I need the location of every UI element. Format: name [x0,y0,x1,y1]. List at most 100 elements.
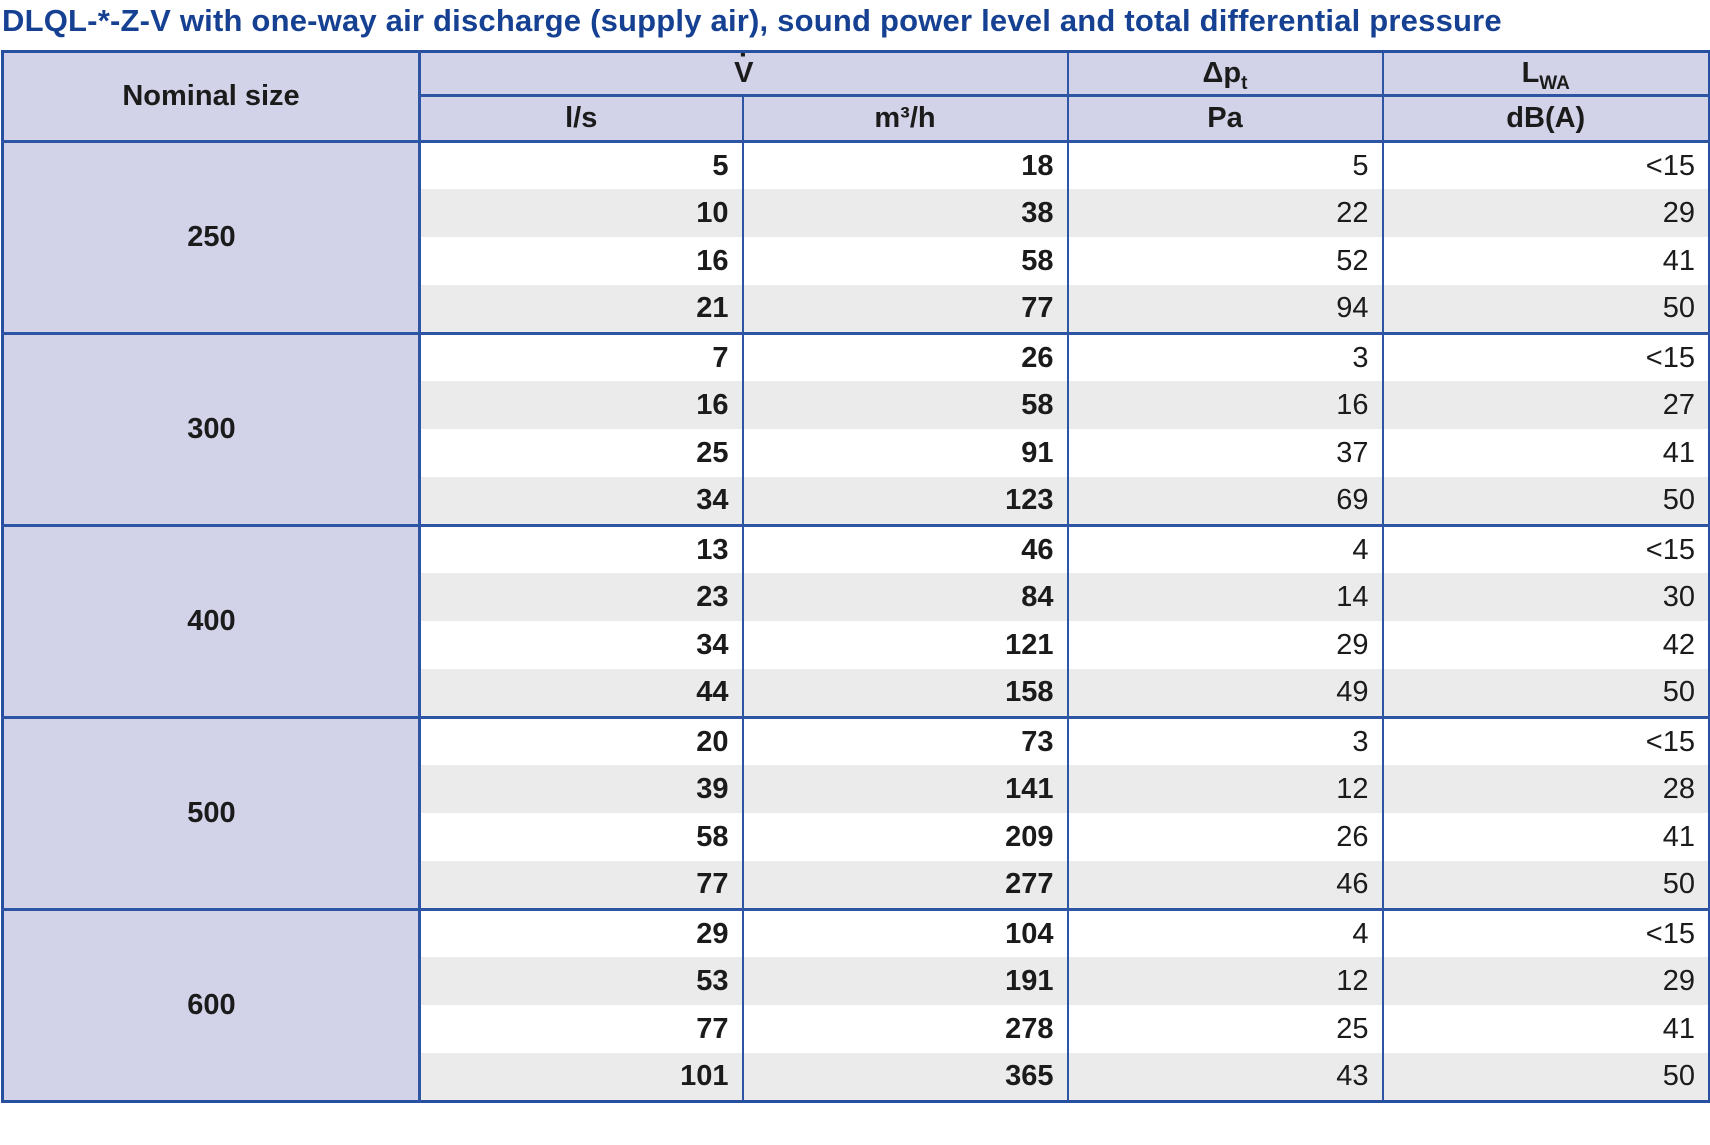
cell-flow-m3h: 123 [741,477,1068,526]
cell-flow-ls: 58 [418,813,743,862]
v-base: V [734,56,754,89]
nominal-size-cell: 250 [2,139,421,334]
cell-dp-pa: 14 [1066,573,1383,622]
cell-dp-pa: 49 [1066,669,1383,718]
cell-dp-pa: 5 [1066,139,1383,190]
page: DLQL-*-Z-V with one-way air discharge (s… [1,3,1710,1103]
cell-dp-pa: 26 [1066,813,1383,862]
cell-flow-ls: 34 [418,477,743,526]
cell-lwa-dba: 50 [1381,1053,1710,1102]
cell-flow-ls: 44 [418,669,743,718]
cell-flow-ls: 34 [418,621,743,670]
table-row: 77 277 46 50 [3,861,1710,910]
header-unit-dba: dB(A) [1381,95,1710,143]
cell-flow-ls: 25 [418,429,743,478]
cell-flow-m3h: 277 [741,861,1068,910]
cell-flow-ls: 5 [418,139,743,190]
cell-dp-pa: 94 [1066,285,1383,334]
nominal-size-cell: 600 [2,907,421,1102]
header-lwa: LWA [1381,51,1710,97]
cell-dp-pa: 43 [1066,1053,1383,1102]
cell-dp-pa: 25 [1066,1005,1383,1054]
cell-flow-m3h: 77 [741,285,1068,334]
cell-dp-pa: 37 [1066,429,1383,478]
cell-flow-ls: 10 [418,189,743,238]
cell-dp-pa: 29 [1066,621,1383,670]
table-row: 101 365 43 50 [3,1053,1710,1102]
cell-lwa-dba: <15 [1381,523,1710,574]
cell-flow-m3h: 46 [741,523,1068,574]
nominal-size-cell: 500 [2,715,421,910]
table-row: 77 278 25 41 [3,1005,1710,1054]
cell-lwa-dba: 42 [1381,621,1710,670]
cell-flow-m3h: 73 [741,715,1068,766]
cell-flow-ls: 39 [418,765,743,814]
table-row: 10 38 22 29 [3,189,1710,238]
table-row: 25 91 37 41 [3,429,1710,478]
delta-p-sub: t [1241,72,1248,94]
cell-lwa-dba: <15 [1381,715,1710,766]
cell-flow-ls: 7 [418,331,743,382]
delta-p-base: Δp [1202,56,1242,89]
table-row: 23 84 14 30 [3,573,1710,622]
cell-lwa-dba: 28 [1381,765,1710,814]
header-row-symbols: Nominal size · V Δpt LWA [2,51,1710,143]
cell-dp-pa: 16 [1066,381,1383,430]
cell-flow-ls: 77 [418,1005,743,1054]
cell-flow-m3h: 191 [741,957,1068,1006]
table-body: 250 5 18 5 <15 10 38 22 29 16 58 52 41 21 77 94 50 300 7 26… [2,139,1710,1102]
cell-flow-ls: 53 [418,957,743,1006]
cell-flow-m3h: 84 [741,573,1068,622]
cell-lwa-dba: 41 [1381,813,1710,862]
page-title: DLQL-*-Z-V with one-way air discharge (s… [2,3,1502,38]
header-volume-flow: · V [418,51,1068,97]
cell-flow-ls: 13 [418,523,743,574]
cell-lwa-dba: 50 [1381,285,1710,334]
volume-flow-symbol: · V [734,51,754,89]
cell-lwa-dba: 27 [1381,381,1710,430]
performance-table: Nominal size · V Δpt LWA l/s m³/h Pa dB(A… [1,49,1710,1103]
cell-dp-pa: 12 [1066,765,1383,814]
cell-flow-m3h: 58 [741,381,1068,430]
table-row: 39 141 12 28 [3,765,1710,814]
table-row: 400 13 46 4 <15 [2,523,1710,718]
cell-dp-pa: 3 [1066,331,1383,382]
cell-flow-m3h: 278 [741,1005,1068,1054]
cell-flow-m3h: 38 [741,189,1068,238]
header-unit-m3h: m³/h [741,95,1068,143]
cell-lwa-dba: <15 [1381,331,1710,382]
cell-lwa-dba: 50 [1381,861,1710,910]
cell-flow-m3h: 209 [741,813,1068,862]
cell-flow-m3h: 104 [741,907,1068,958]
header-row-units: l/s m³/h Pa dB(A) [3,95,1710,143]
cell-flow-ls: 77 [418,861,743,910]
cell-flow-m3h: 91 [741,429,1068,478]
cell-flow-ls: 23 [418,573,743,622]
cell-dp-pa: 69 [1066,477,1383,526]
header-delta-p: Δpt [1066,51,1383,97]
cell-dp-pa: 4 [1066,523,1383,574]
cell-flow-m3h: 26 [741,331,1068,382]
header-unit-ls: l/s [418,95,743,143]
table-row: 16 58 52 41 [3,237,1710,286]
table-row: 250 5 18 5 <15 [2,139,1710,334]
cell-lwa-dba: 41 [1381,429,1710,478]
cell-dp-pa: 52 [1066,237,1383,286]
cell-flow-ls: 16 [418,237,743,286]
cell-lwa-dba: <15 [1381,139,1710,190]
cell-flow-ls: 16 [418,381,743,430]
lwa-sub: WA [1539,72,1570,94]
cell-dp-pa: 3 [1066,715,1383,766]
cell-dp-pa: 4 [1066,907,1383,958]
cell-flow-m3h: 158 [741,669,1068,718]
table-row: 58 209 26 41 [3,813,1710,862]
cell-lwa-dba: 41 [1381,237,1710,286]
cell-flow-m3h: 121 [741,621,1068,670]
cell-lwa-dba: 29 [1381,957,1710,1006]
table-row: 300 7 26 3 <15 [2,331,1710,526]
cell-dp-pa: 22 [1066,189,1383,238]
cell-flow-m3h: 141 [741,765,1068,814]
cell-dp-pa: 46 [1066,861,1383,910]
cell-lwa-dba: 41 [1381,1005,1710,1054]
cell-flow-m3h: 58 [741,237,1068,286]
